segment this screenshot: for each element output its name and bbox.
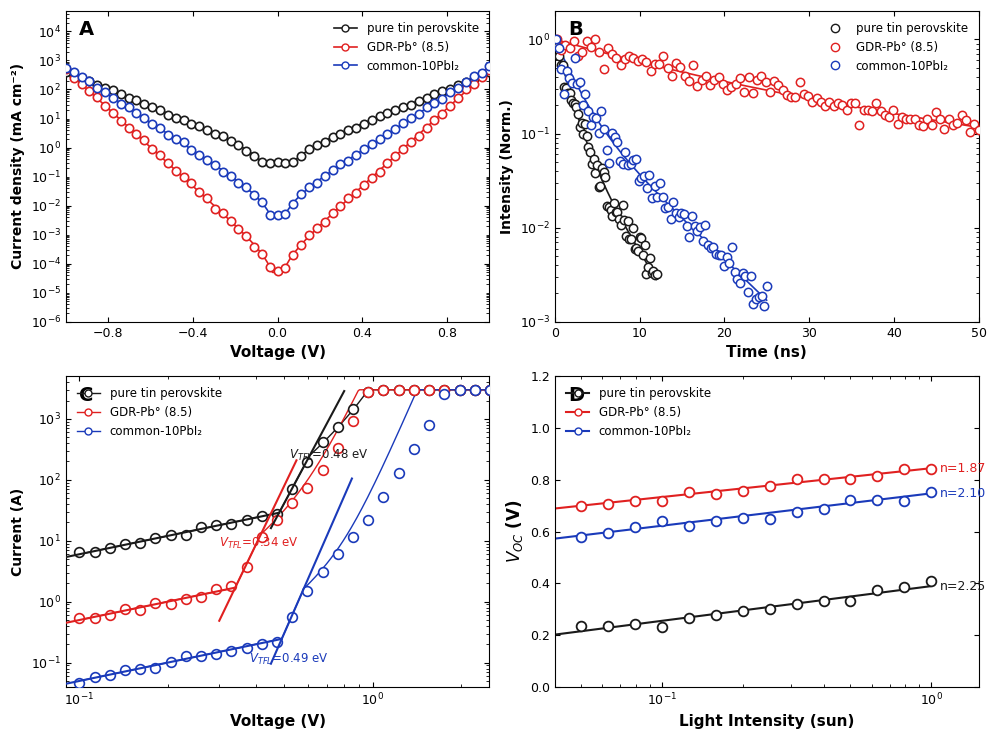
- X-axis label: Voltage (V): Voltage (V): [230, 714, 325, 729]
- Text: D: D: [568, 386, 584, 405]
- Text: A: A: [78, 21, 93, 39]
- Text: $V_{TFL}$=0.34 eV: $V_{TFL}$=0.34 eV: [219, 536, 299, 551]
- Y-axis label: Current density (mA cm⁻²): Current density (mA cm⁻²): [11, 64, 25, 269]
- X-axis label: Voltage (V): Voltage (V): [230, 345, 325, 360]
- Legend: pure tin perovskite, GDR-Pb° (8.5), common-10PbI₂: pure tin perovskite, GDR-Pb° (8.5), comm…: [561, 382, 715, 443]
- Text: $V_{TFL}$=0.49 eV: $V_{TFL}$=0.49 eV: [249, 652, 329, 667]
- Legend: pure tin perovskite, GDR-Pb° (8.5), common-10PbI₂: pure tin perovskite, GDR-Pb° (8.5), comm…: [72, 382, 227, 443]
- Text: n=1.87: n=1.87: [939, 462, 986, 474]
- Text: B: B: [568, 21, 582, 39]
- X-axis label: Light Intensity (sun): Light Intensity (sun): [678, 714, 854, 729]
- Text: C: C: [78, 386, 93, 405]
- Y-axis label: Current (A): Current (A): [11, 488, 25, 576]
- Legend: pure tin perovskite, GDR-Pb° (8.5), common-10PbI₂: pure tin perovskite, GDR-Pb° (8.5), comm…: [329, 17, 483, 77]
- Text: n=2.25: n=2.25: [939, 579, 986, 593]
- X-axis label: Time (ns): Time (ns): [726, 345, 806, 360]
- Y-axis label: Intensity (Norm.): Intensity (Norm.): [499, 99, 514, 234]
- Text: $V_{TFL}$=0.48 eV: $V_{TFL}$=0.48 eV: [289, 448, 368, 463]
- Legend: pure tin perovskite, GDR-Pb° (8.5), common-10PbI₂: pure tin perovskite, GDR-Pb° (8.5), comm…: [817, 17, 972, 77]
- Text: n=2.10: n=2.10: [939, 487, 986, 500]
- Y-axis label: $V_{OC}$ (V): $V_{OC}$ (V): [504, 500, 525, 563]
